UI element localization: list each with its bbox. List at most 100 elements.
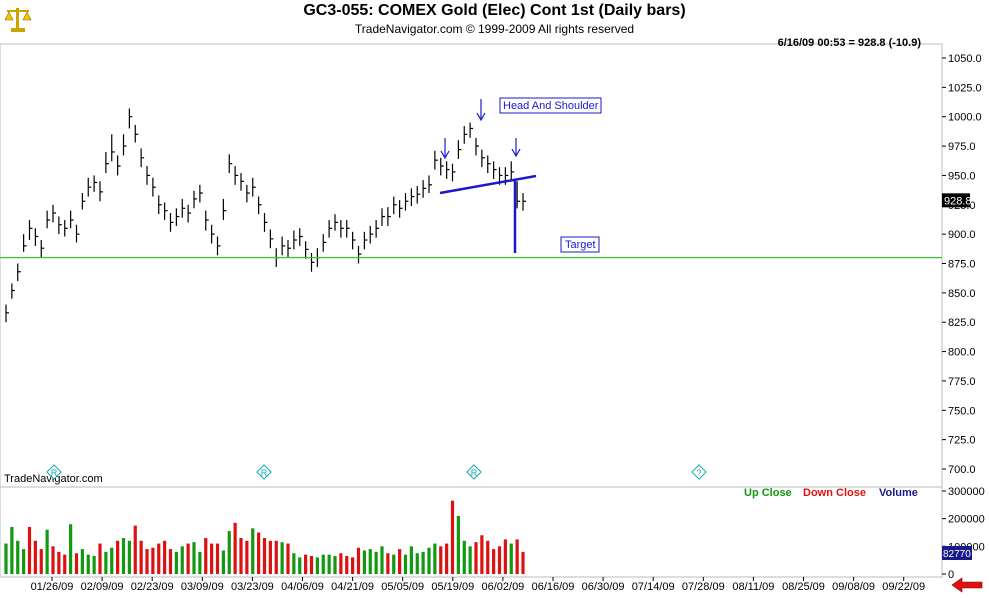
- price-bar: [281, 236, 286, 256]
- price-bar: [240, 173, 244, 191]
- legend-volume: Volume: [879, 487, 918, 499]
- price-tick-label: 1000.0: [948, 112, 982, 124]
- price-bar: [216, 236, 221, 256]
- price-bar: [369, 225, 374, 244]
- price-bar: [70, 210, 74, 229]
- price-bar: [75, 224, 80, 243]
- last-price-label: 928.8: [944, 195, 972, 207]
- price-tick-label: 850.0: [948, 288, 976, 300]
- price-bar: [58, 216, 62, 235]
- price-bar: [393, 196, 397, 215]
- price-bar: [234, 166, 239, 185]
- price-bar: [199, 184, 203, 203]
- price-bar: [428, 175, 432, 194]
- price-bar: [187, 204, 192, 223]
- price-bar: [258, 196, 262, 215]
- price-bar: [93, 175, 98, 192]
- price-bar: [117, 155, 121, 176]
- volume-bar: [415, 553, 419, 574]
- price-tick-label: 1050.0: [948, 53, 982, 65]
- price-bar: [493, 161, 497, 179]
- marker-question[interactable]: ?: [691, 464, 707, 480]
- date-tick-label: 07/28/09: [682, 581, 725, 593]
- price-bar: [310, 252, 315, 272]
- volume-bar: [392, 554, 396, 574]
- price-bar: [152, 177, 156, 197]
- volume-bar: [456, 515, 460, 574]
- volume-bars: [4, 500, 525, 574]
- price-tick-label: 875.0: [948, 259, 976, 271]
- scales-icon: [3, 4, 33, 34]
- price-bar: [181, 198, 186, 218]
- left-arrow-icon[interactable]: [950, 577, 984, 593]
- price-bar: [404, 193, 409, 211]
- date-tick-label: 09/22/09: [882, 581, 925, 593]
- volume-bar: [204, 538, 208, 574]
- price-bar: [305, 241, 309, 259]
- date-tick-label: 06/16/09: [532, 581, 575, 593]
- marker-r-2[interactable]: R: [256, 464, 272, 480]
- volume-bar: [168, 549, 173, 574]
- volume-axis: 0100000200000300000: [942, 486, 985, 581]
- price-bar: [5, 304, 9, 323]
- price-bar: [457, 140, 462, 159]
- price-bar: [269, 229, 274, 249]
- volume-bar: [356, 547, 361, 574]
- volume-bar: [257, 532, 261, 574]
- marker-r-1[interactable]: R: [46, 464, 62, 480]
- volume-bar: [292, 553, 296, 574]
- volume-bar: [104, 551, 108, 574]
- chart-subtitle: TradeNavigator.com © 1999-2009 All right…: [354, 22, 635, 36]
- date-tick-label: 03/09/09: [181, 581, 224, 593]
- volume-bar: [515, 539, 519, 574]
- price-bar: [434, 150, 438, 170]
- price-bar: [387, 207, 391, 226]
- volume-bar: [304, 554, 308, 574]
- chart-title: GC3-055: COMEX Gold (Elec) Cont 1st (Dai…: [303, 2, 686, 19]
- volume-bar: [262, 538, 267, 574]
- volume-bar: [69, 524, 73, 574]
- date-axis: 01/26/09 02/09/09 02/23/09 03/09/09 03/23/09…: [31, 577, 925, 593]
- price-bar: [516, 181, 521, 209]
- price-bar: [446, 161, 450, 179]
- price-bar: [52, 204, 56, 223]
- price-bar: [175, 208, 180, 226]
- price-bar: [64, 220, 68, 237]
- svg-text:R: R: [51, 468, 58, 478]
- volume-bar: [227, 531, 231, 574]
- volume-bar: [45, 529, 49, 574]
- volume-bar: [239, 538, 243, 574]
- volume-bar: [80, 549, 84, 574]
- price-bar: [293, 230, 297, 250]
- price-bar: [87, 177, 92, 197]
- date-tick-label: 05/19/09: [431, 581, 474, 593]
- volume-bar: [427, 547, 431, 574]
- date-tick-label: 06/02/09: [481, 581, 524, 593]
- volume-tick-label: 200000: [948, 514, 985, 526]
- marker-r-3[interactable]: R: [466, 464, 482, 480]
- volume-bar: [39, 549, 43, 574]
- volume-bar: [497, 546, 502, 574]
- price-bar: [11, 283, 15, 299]
- price-bar: [46, 210, 51, 229]
- volume-bar: [180, 546, 184, 574]
- price-bar: [363, 231, 368, 250]
- volume-bar: [345, 556, 349, 574]
- volume-bar: [450, 500, 455, 574]
- volume-tick-label: 0: [948, 569, 954, 581]
- volume-bar: [298, 557, 302, 574]
- date-tick-label: 02/09/09: [81, 581, 124, 593]
- volume-bar: [127, 540, 131, 574]
- price-tick-label: 975.0: [948, 141, 976, 153]
- price-bar: [328, 220, 333, 238]
- date-tick-label: 02/23/09: [131, 581, 174, 593]
- volume-bar: [521, 551, 525, 574]
- price-bar: [111, 134, 115, 162]
- price-bar: [375, 220, 380, 238]
- price-bar: [463, 126, 468, 144]
- legend-up-close: Up Close: [744, 487, 792, 499]
- price-bar: [352, 231, 356, 250]
- price-bar: [146, 166, 150, 185]
- volume-bar: [33, 540, 37, 574]
